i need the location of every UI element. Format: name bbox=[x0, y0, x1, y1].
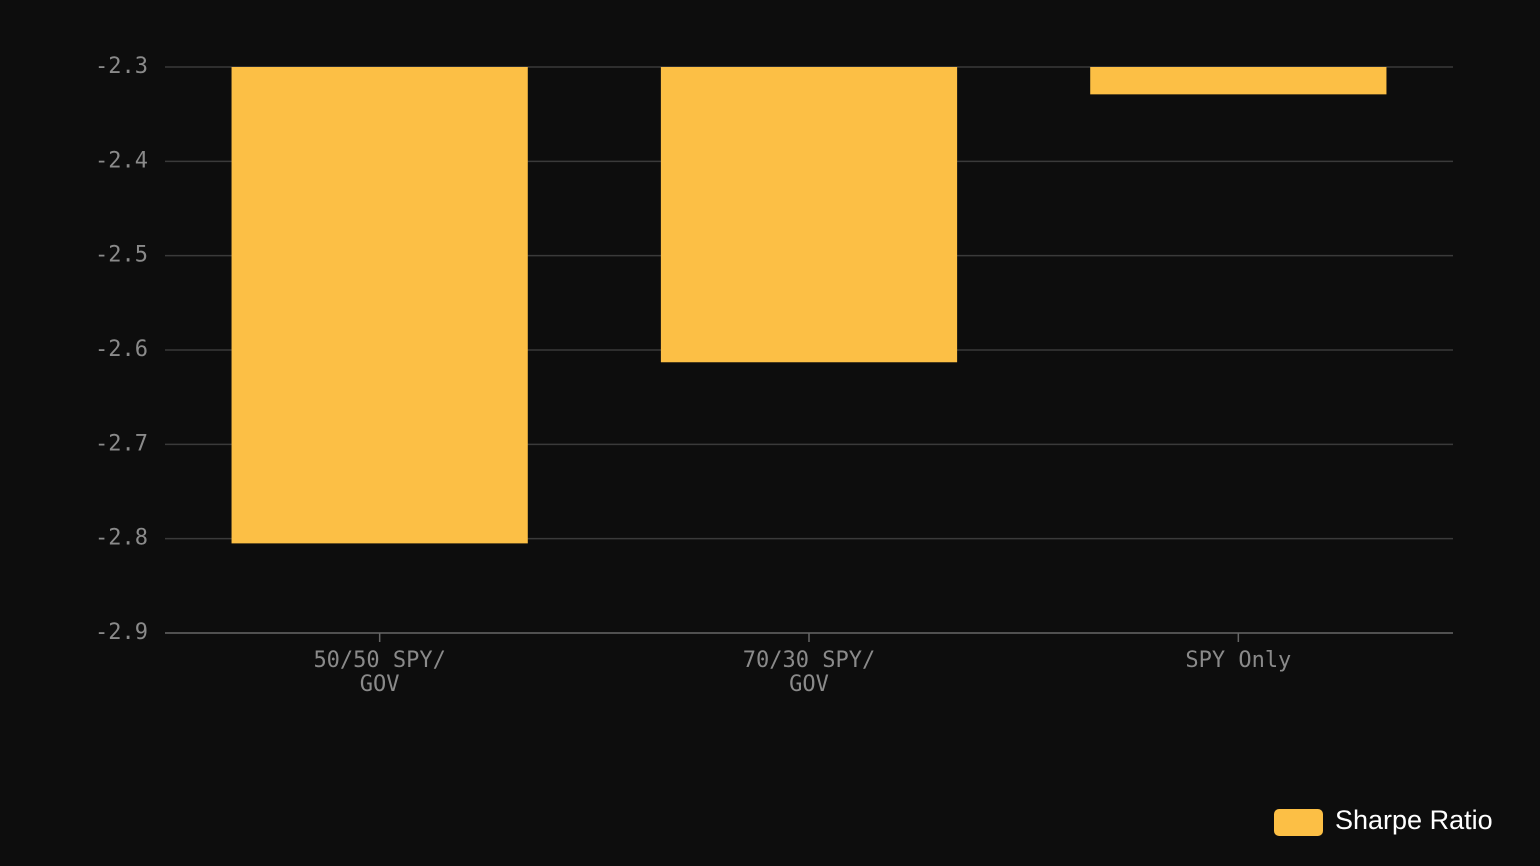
bar bbox=[1090, 67, 1387, 95]
y-tick-label: -2.7 bbox=[95, 431, 148, 456]
y-tick-label: -2.3 bbox=[95, 54, 148, 79]
y-tick-label: -2.9 bbox=[95, 620, 148, 645]
bar bbox=[660, 67, 958, 363]
bar bbox=[231, 67, 528, 544]
legend-label: Sharpe Ratio bbox=[1335, 805, 1493, 835]
x-tick-label: 50/50 SPY/GOV bbox=[313, 648, 445, 697]
y-tick-label: -2.5 bbox=[95, 243, 148, 268]
legend-swatch bbox=[1274, 809, 1323, 836]
y-tick-label: -2.8 bbox=[95, 526, 148, 551]
y-tick-label: -2.6 bbox=[95, 337, 148, 362]
x-tick-label: 70/30 SPY/GOV bbox=[743, 648, 875, 697]
y-tick-label: -2.4 bbox=[95, 148, 148, 173]
x-tick-label: SPY Only bbox=[1185, 648, 1291, 673]
